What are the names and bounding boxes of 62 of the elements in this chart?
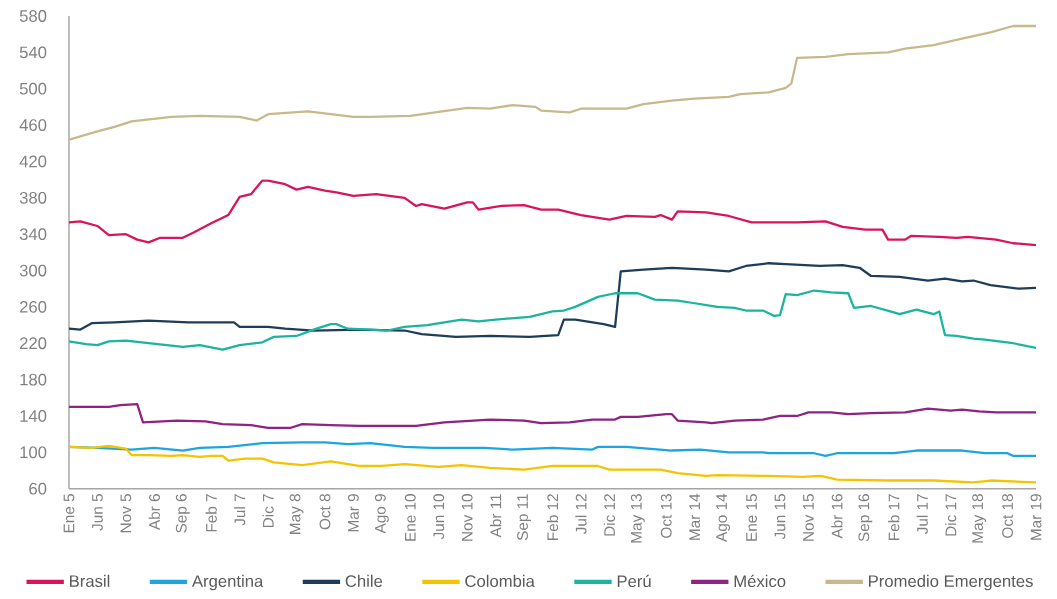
x-tick-label: Oct 8 (319, 494, 331, 530)
y-tick-label: 60 (29, 482, 47, 495)
x-tick-label: Feb 12 (546, 494, 559, 540)
y-tick-label: 540 (19, 46, 47, 59)
x-tick-label: Oct 18 (1002, 494, 1013, 538)
y-tick-label: 140 (20, 410, 47, 422)
x-tick-label: Jul 17 (916, 494, 928, 535)
x-tick-label: Nov 10 (461, 494, 473, 541)
x-tick-label: Oct 13 (660, 494, 672, 538)
legend-label: Argentina (191, 574, 264, 591)
y-tick-label: 220 (20, 337, 47, 350)
line-series (69, 179, 1036, 247)
legend-label: Colombia (465, 574, 535, 588)
x-tick-label: Feb 7 (205, 494, 217, 532)
legend-label: Promedio Emergentes (869, 574, 1033, 591)
line-series (69, 262, 1036, 339)
x-tick-label: Ene 5 (63, 494, 75, 533)
y-tick-label: 300 (19, 264, 47, 277)
x-tick-label: Ene 10 (404, 494, 416, 541)
y-tick-label: 180 (20, 373, 47, 386)
x-tick-label: Dic 7 (262, 494, 274, 528)
x-tick-label: Sep 16 (858, 494, 873, 542)
x-tick-label: Jul 12 (575, 494, 587, 535)
x-tick-label: Ago 9 (374, 494, 389, 534)
x-tick-label: Mar 9 (347, 494, 359, 532)
y-tick-label: 580 (19, 10, 47, 22)
legend-label: Perú (617, 574, 651, 588)
y-tick-label: 500 (19, 82, 47, 95)
x-tick-label: Dic 12 (603, 494, 616, 536)
x-tick-label: Nov 15 (803, 494, 814, 541)
x-tick-label: Jun 10 (433, 494, 445, 540)
x-tick-label: May 13 (630, 494, 645, 543)
line-series (69, 289, 1036, 351)
legend-label: Brasil (70, 574, 110, 588)
legend-label: México (734, 574, 786, 588)
y-tick-label: 420 (19, 155, 47, 168)
y-tick-label: 340 (19, 228, 47, 241)
x-tick-label: Abr 6 (148, 494, 160, 531)
x-tick-label: Abr 11 (490, 494, 502, 538)
line-series (69, 444, 1036, 484)
x-tick-label: Mar 19 (1030, 494, 1042, 540)
x-tick-label: Mar 14 (689, 493, 701, 540)
y-tick-label: 380 (19, 191, 47, 204)
x-tick-label: Nov 5 (120, 494, 132, 533)
x-tick-label: Jul 7 (234, 494, 246, 526)
x-tick-label: Sep 6 (175, 494, 190, 533)
y-tick-label: 460 (19, 119, 47, 131)
x-tick-label: Ago 14 (716, 493, 731, 542)
x-tick-label: Jun 15 (774, 494, 786, 540)
x-tick-label: May 8 (289, 494, 304, 534)
x-tick-label: Abr 16 (831, 494, 843, 539)
x-tick-label: Jun 5 (92, 494, 103, 531)
y-tick-label: 260 (20, 300, 47, 313)
x-tick-label: Dic 17 (945, 494, 957, 536)
x-tick-label: May 18 (972, 494, 987, 543)
y-tick-label: 100 (20, 446, 47, 459)
line-series (69, 403, 1036, 429)
x-tick-label: Sep 11 (517, 494, 532, 541)
line-series (69, 24, 1036, 141)
legend-label: Chile (345, 574, 383, 588)
x-tick-label: Ene 15 (746, 494, 757, 541)
x-tick-label: Feb 17 (888, 494, 900, 540)
